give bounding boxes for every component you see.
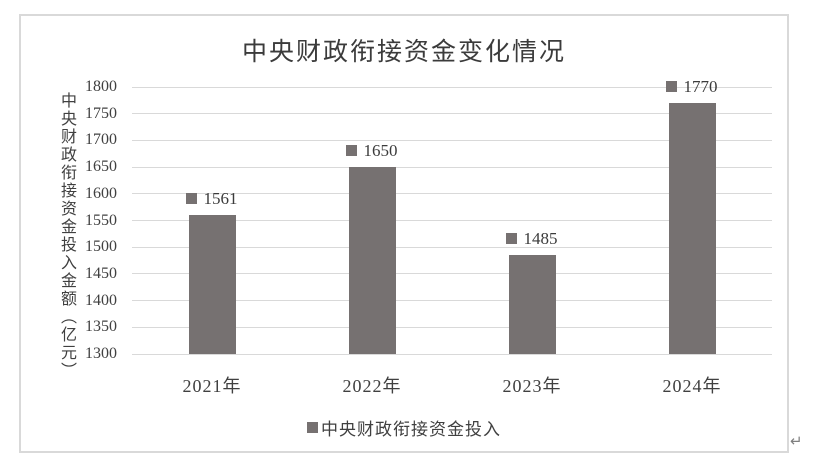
x-axis-labels: 2021年 2022年 2023年 2024年 bbox=[132, 372, 772, 396]
paragraph-return-mark: ↵ bbox=[790, 432, 803, 450]
bar-data-label: 1485 bbox=[505, 229, 558, 249]
y-tick-label: 1750 bbox=[85, 104, 117, 122]
y-tick-label: 1350 bbox=[85, 318, 117, 336]
x-category-label: 2021年 bbox=[182, 376, 242, 396]
data-label-value: 1770 bbox=[683, 77, 718, 97]
gridline bbox=[132, 273, 772, 275]
legend-marker-icon bbox=[307, 422, 318, 433]
y-axis-title: 中央财政衔接资金投入金额（亿元） bbox=[58, 92, 75, 380]
x-category-label: 2022年 bbox=[342, 376, 402, 396]
data-label-marker-icon bbox=[185, 192, 197, 204]
y-tick-label: 1650 bbox=[85, 158, 117, 176]
legend-label: 中央财政衔接资金投入 bbox=[321, 420, 501, 439]
y-tick-label: 1400 bbox=[85, 291, 117, 309]
y-tick-label: 1550 bbox=[85, 211, 117, 229]
gridline bbox=[132, 193, 772, 195]
bar-data-label: 1650 bbox=[345, 141, 398, 161]
y-tick-label: 1450 bbox=[85, 264, 117, 282]
gridline bbox=[132, 86, 772, 88]
y-axis-tick-labels: 1300 1350 1400 1450 1500 1550 1600 1650 1700 1750… bbox=[21, 78, 117, 362]
y-tick-label: 1600 bbox=[85, 184, 117, 202]
y-tick-label: 1500 bbox=[85, 238, 117, 256]
gridline bbox=[132, 220, 772, 221]
y-tick-label: 1800 bbox=[85, 78, 117, 95]
bar-2024年 bbox=[668, 103, 716, 354]
plot-area: 1561 1650 1485 1770 bbox=[132, 78, 772, 355]
data-label-marker-icon bbox=[665, 81, 677, 93]
y-tick-label: 1300 bbox=[85, 345, 117, 362]
data-label-marker-icon bbox=[505, 233, 517, 245]
bar-data-label: 1561 bbox=[185, 188, 238, 208]
gridline bbox=[132, 166, 772, 168]
data-label-marker-icon bbox=[345, 145, 357, 157]
data-label-value: 1650 bbox=[363, 141, 398, 161]
bar-2022年 bbox=[348, 167, 396, 354]
legend: 中央财政衔接资金投入 bbox=[21, 415, 787, 440]
chart-canvas[interactable]: 中央财政衔接资金变化情况 中央财政衔接资金投入金额（亿元） 1300 1350 14… bbox=[19, 14, 789, 453]
bar-2023年 bbox=[508, 255, 556, 354]
gridline bbox=[132, 113, 772, 115]
bar-2021年 bbox=[188, 214, 236, 354]
gridline bbox=[132, 139, 772, 141]
x-category-label: 2023年 bbox=[502, 376, 562, 396]
gridline bbox=[132, 246, 772, 248]
x-axis-line bbox=[132, 353, 772, 355]
gridline bbox=[132, 326, 772, 328]
chart-title: 中央财政衔接资金变化情况 bbox=[241, 39, 566, 66]
gridline bbox=[132, 300, 772, 302]
bar-data-label: 1770 bbox=[665, 77, 718, 97]
y-tick-label: 1700 bbox=[85, 131, 117, 149]
data-label-value: 1485 bbox=[523, 229, 558, 249]
data-label-value: 1561 bbox=[203, 188, 238, 208]
x-category-label: 2024年 bbox=[662, 376, 722, 396]
